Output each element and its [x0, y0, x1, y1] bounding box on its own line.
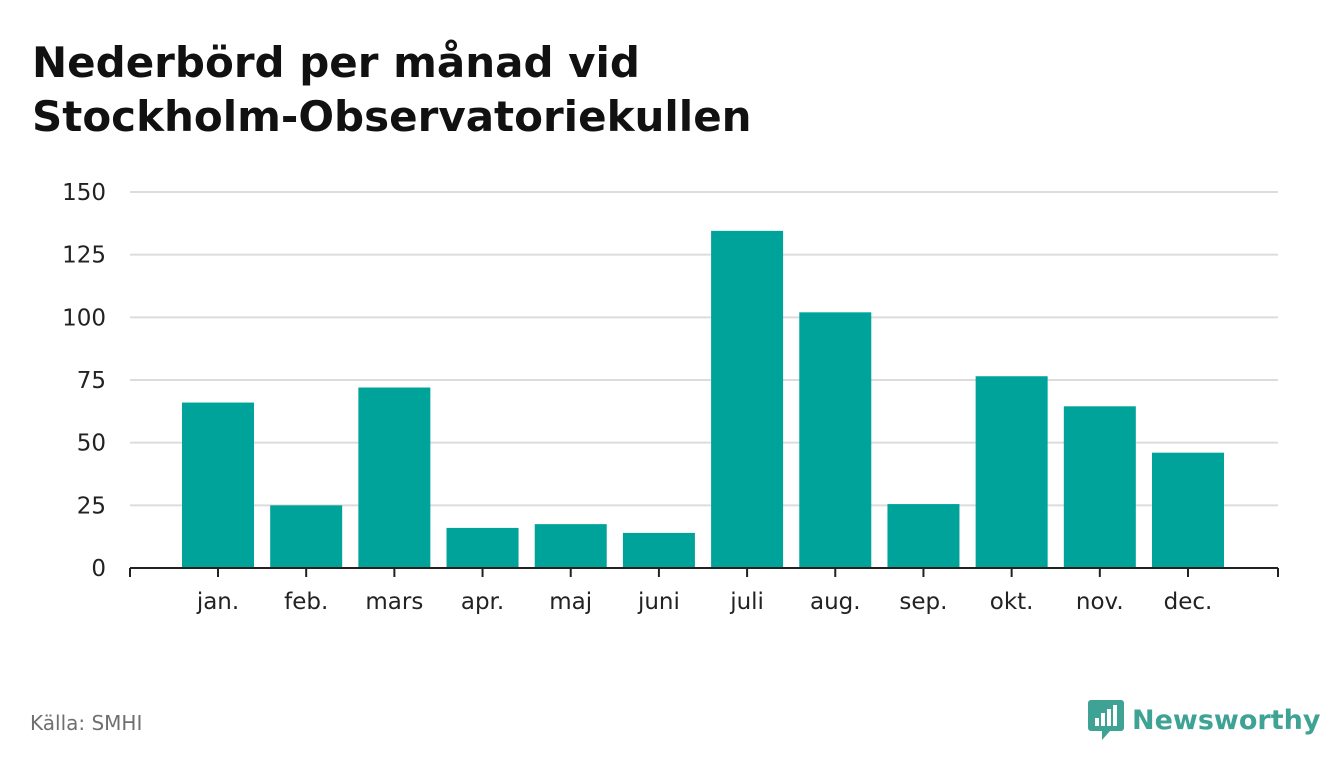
x-tick-label: juni	[637, 589, 680, 615]
y-tick-label: 125	[62, 243, 106, 269]
x-axis-tick-labels: jan. feb. mars apr. maj juni juli aug. sep. okt. n…	[196, 589, 1213, 615]
bar-sep	[887, 504, 960, 568]
bar-juli	[711, 230, 784, 568]
x-tick-label: aug.	[810, 589, 861, 615]
bar-jan	[182, 402, 254, 568]
chart-title-line-2: Stockholm-Observatoriekullen	[32, 92, 752, 141]
bar-okt	[975, 376, 1048, 568]
x-tick-label: jan.	[196, 589, 239, 615]
bar-mars	[358, 387, 431, 568]
y-tick-label: 75	[77, 368, 106, 394]
chart-title-line-1: Nederbörd per månad vid	[32, 38, 640, 87]
bar-dec	[1152, 452, 1224, 568]
x-tick-label: sep.	[899, 589, 947, 615]
x-tick-label: juli	[729, 589, 764, 615]
brand-name: Newsworthy	[1132, 704, 1321, 736]
x-tick-label: maj	[549, 589, 592, 615]
chart-title: Nederbörd per månad vid Stockholm-Observ…	[32, 36, 1132, 144]
bar-apr	[446, 527, 519, 568]
x-tick-label: feb.	[284, 589, 328, 615]
bar-nov	[1063, 406, 1136, 568]
x-tick-label: nov.	[1076, 589, 1124, 615]
bars	[182, 230, 1224, 568]
bar-chart: 0 25 50 75 100 125 150 jan. feb. mars apr. maj juni…	[62, 180, 1279, 615]
y-tick-label: 25	[77, 493, 106, 519]
bar-maj	[534, 524, 607, 568]
y-axis-tick-labels: 0 25 50 75 100 125 150	[62, 180, 106, 582]
x-tick-label: dec.	[1164, 589, 1213, 615]
x-axis	[129, 567, 1279, 577]
x-tick-label: apr.	[461, 589, 504, 615]
x-tick-label: okt.	[990, 589, 1034, 615]
newsworthy-logo-icon	[1088, 700, 1124, 740]
y-tick-label: 50	[77, 431, 106, 457]
y-tick-label: 0	[91, 556, 106, 582]
y-tick-label: 100	[62, 305, 106, 331]
bar-juni	[622, 532, 695, 568]
source-note: Källa: SMHI	[30, 711, 143, 735]
x-tick-label: mars	[365, 589, 423, 615]
y-tick-label: 150	[62, 180, 106, 206]
brand-logo[interactable]: Newsworthy	[1088, 697, 1320, 743]
bar-aug	[799, 312, 872, 568]
bar-feb	[270, 505, 343, 568]
